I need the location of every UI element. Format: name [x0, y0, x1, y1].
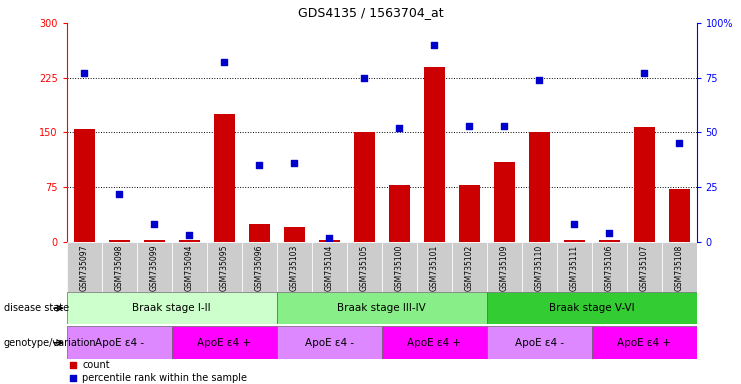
- Point: [113, 191, 125, 197]
- Text: GSM735096: GSM735096: [255, 245, 264, 291]
- Point: [183, 232, 195, 238]
- Bar: [599, 240, 619, 242]
- Point: [568, 221, 580, 227]
- Bar: [591, 242, 627, 292]
- Text: GSM735101: GSM735101: [430, 245, 439, 291]
- Bar: [416, 242, 451, 292]
- Bar: [319, 240, 339, 242]
- Text: ApoE ε4 -: ApoE ε4 -: [305, 338, 353, 348]
- Bar: [528, 132, 550, 242]
- Text: GSM735102: GSM735102: [465, 245, 473, 291]
- Point: [498, 123, 510, 129]
- Bar: [668, 189, 690, 242]
- Bar: [556, 242, 591, 292]
- Text: ApoE ε4 +: ApoE ε4 +: [407, 338, 461, 348]
- Bar: [136, 242, 172, 292]
- Point: [603, 230, 615, 236]
- Point: [428, 42, 440, 48]
- Bar: [564, 240, 585, 242]
- Bar: [627, 242, 662, 292]
- Bar: [67, 326, 172, 359]
- Text: GSM735097: GSM735097: [80, 245, 89, 291]
- Bar: [276, 326, 382, 359]
- Bar: [67, 242, 102, 292]
- Text: Braak stage I-II: Braak stage I-II: [133, 303, 211, 313]
- Bar: [459, 185, 479, 242]
- Bar: [213, 114, 235, 242]
- Point: [79, 70, 90, 76]
- Text: GSM735104: GSM735104: [325, 245, 333, 291]
- Text: GSM735106: GSM735106: [605, 245, 614, 291]
- Bar: [179, 240, 199, 242]
- Text: GSM735105: GSM735105: [359, 245, 368, 291]
- Text: Braak stage V-VI: Braak stage V-VI: [549, 303, 634, 313]
- Text: GSM735098: GSM735098: [115, 245, 124, 291]
- Bar: [634, 127, 654, 242]
- Text: GSM735107: GSM735107: [639, 245, 648, 291]
- Bar: [249, 223, 270, 242]
- Point: [358, 74, 370, 81]
- Text: Braak stage III-IV: Braak stage III-IV: [337, 303, 426, 313]
- Point: [67, 362, 79, 368]
- Bar: [312, 242, 347, 292]
- Bar: [284, 227, 305, 242]
- Point: [288, 160, 300, 166]
- Text: GSM735110: GSM735110: [534, 245, 544, 291]
- Bar: [172, 326, 276, 359]
- Bar: [522, 242, 556, 292]
- Bar: [276, 242, 312, 292]
- Bar: [347, 242, 382, 292]
- Text: GSM735111: GSM735111: [570, 245, 579, 291]
- Point: [638, 70, 650, 76]
- Bar: [102, 242, 136, 292]
- Bar: [382, 242, 416, 292]
- Point: [323, 235, 335, 241]
- Bar: [144, 240, 165, 242]
- Bar: [276, 292, 487, 324]
- Point: [148, 221, 160, 227]
- Bar: [487, 326, 591, 359]
- Text: GSM735094: GSM735094: [185, 245, 193, 291]
- Bar: [73, 129, 95, 242]
- Point: [534, 77, 545, 83]
- Text: GSM735108: GSM735108: [674, 245, 683, 291]
- Bar: [207, 242, 242, 292]
- Text: GSM735109: GSM735109: [499, 245, 508, 291]
- Point: [673, 141, 685, 147]
- Bar: [662, 242, 697, 292]
- Text: ApoE ε4 -: ApoE ε4 -: [95, 338, 144, 348]
- Text: genotype/variation: genotype/variation: [4, 338, 96, 348]
- Text: count: count: [82, 360, 110, 370]
- Bar: [353, 132, 375, 242]
- Bar: [451, 242, 487, 292]
- Text: ApoE ε4 +: ApoE ε4 +: [197, 338, 251, 348]
- Text: GSM735103: GSM735103: [290, 245, 299, 291]
- Bar: [388, 185, 410, 242]
- Text: GDS4135 / 1563704_at: GDS4135 / 1563704_at: [298, 6, 443, 19]
- Text: ApoE ε4 +: ApoE ε4 +: [617, 338, 671, 348]
- Bar: [67, 292, 276, 324]
- Text: GSM735100: GSM735100: [395, 245, 404, 291]
- Point: [393, 125, 405, 131]
- Text: GSM735095: GSM735095: [219, 245, 229, 291]
- Bar: [242, 242, 276, 292]
- Bar: [487, 292, 697, 324]
- Bar: [494, 162, 514, 242]
- Point: [463, 123, 475, 129]
- Bar: [487, 242, 522, 292]
- Bar: [172, 242, 207, 292]
- Bar: [591, 326, 697, 359]
- Point: [67, 375, 79, 381]
- Bar: [424, 67, 445, 242]
- Text: disease state: disease state: [4, 303, 69, 313]
- Bar: [109, 240, 130, 242]
- Text: ApoE ε4 -: ApoE ε4 -: [514, 338, 564, 348]
- Point: [219, 60, 230, 66]
- Text: GSM735099: GSM735099: [150, 245, 159, 291]
- Bar: [382, 326, 487, 359]
- Point: [253, 162, 265, 169]
- Text: percentile rank within the sample: percentile rank within the sample: [82, 373, 247, 383]
